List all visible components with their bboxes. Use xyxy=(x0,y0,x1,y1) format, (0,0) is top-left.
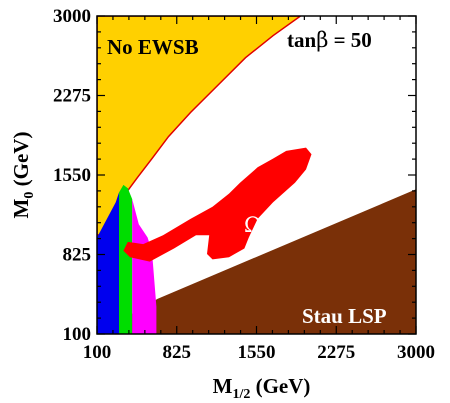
green-band-region xyxy=(119,184,133,334)
y-tick-label: 825 xyxy=(63,245,92,266)
tan-beta-annotation: tanβ = 50 xyxy=(287,28,372,52)
stau-lsp-region xyxy=(97,189,416,334)
x-axis-unit: (GeV) xyxy=(250,374,310,398)
y-tick-label: 1550 xyxy=(53,165,91,186)
tick-layer: 100 825 1550 2275 3000 100 825 1550 2275 3000 xyxy=(53,6,435,363)
y-axis-unit: (GeV) xyxy=(9,132,33,192)
no-ewsb-label: No EWSB xyxy=(107,35,199,59)
x-tick-label: 1550 xyxy=(238,342,276,363)
x-axis-symbol: M xyxy=(213,374,233,398)
x-tick-label: 3000 xyxy=(397,342,435,363)
annotation-symbol: β xyxy=(316,28,328,52)
y-tick-label: 100 xyxy=(63,324,92,345)
annotation-value: = 50 xyxy=(328,28,371,52)
blue-band-region xyxy=(97,192,119,334)
y-axis-subscript: 0 xyxy=(22,192,37,199)
x-axis-title: M1/2 (GeV) xyxy=(213,374,311,402)
omega-label: Ω xyxy=(244,213,261,237)
y-axis-symbol: M xyxy=(9,198,33,218)
y-tick-label: 3000 xyxy=(53,6,91,27)
x-tick-label: 100 xyxy=(83,342,112,363)
region-layer xyxy=(97,16,416,334)
magenta-band-region xyxy=(132,199,157,334)
x-axis-subscript: 1/2 xyxy=(232,387,250,402)
stau-lsp-label: Stau LSP xyxy=(302,304,387,328)
y-tick-label: 2275 xyxy=(53,86,91,107)
x-tick-label: 825 xyxy=(163,342,192,363)
y-axis-title: M0 (GeV) xyxy=(9,132,37,219)
annotation-main: tan xyxy=(287,28,316,52)
x-tick-label: 2275 xyxy=(317,342,355,363)
omega-region xyxy=(123,147,312,262)
